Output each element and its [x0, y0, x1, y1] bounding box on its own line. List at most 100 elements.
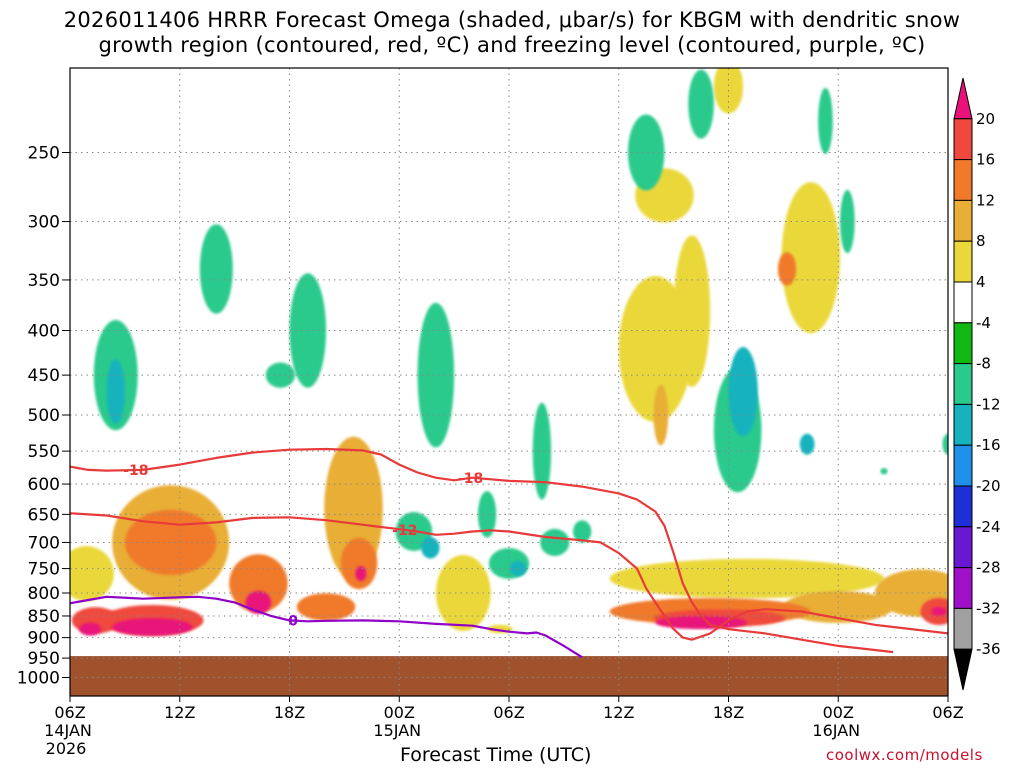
x-tick-label-12: 18Z: [274, 703, 305, 722]
omega-shading: [70, 68, 948, 636]
dgz-minus-18-label: -18: [123, 463, 148, 479]
omega-cell-5: [781, 182, 841, 334]
omega-cell-51: [728, 347, 758, 437]
colorbar-label-2: 12: [976, 191, 995, 209]
omega-cell-26: [245, 590, 272, 614]
colorbar: 20 16 12 8 4 -4 -8 -12 -16 -20 -24 -28 -32 -36: [953, 77, 1001, 691]
x-tick-label-42: 00Z: [823, 703, 854, 722]
omega-cell-42: [688, 69, 714, 139]
x-tick-date-42: 16JAN: [812, 721, 860, 740]
omega-cell-40: [573, 520, 592, 543]
colorbar-bin-12: [953, 567, 973, 609]
colorbar-label-0: 20: [976, 110, 995, 128]
omega-cell-38: [532, 402, 552, 500]
contour-lines: -18 -18 -12 0: [70, 447, 948, 659]
omega-cell-45: [840, 189, 855, 254]
colorbar-bin-5: [953, 281, 973, 324]
y-tick-label-500: 500: [28, 406, 60, 426]
colorbar-bin-10: [953, 485, 973, 528]
omega-cell-27: [355, 566, 367, 582]
x-tick-label-36: 18Z: [713, 703, 744, 722]
gridlines: [70, 68, 948, 696]
dgz-minus-18-label-2: -18: [458, 471, 483, 487]
omega-cell-52: [799, 433, 815, 455]
x-tick-label-6: 12Z: [164, 703, 195, 722]
omega-cell-0: [70, 546, 114, 602]
colorbar-cap-bottom: [953, 648, 973, 691]
omega-cell-18: [229, 554, 288, 613]
dgz-minus-12-line: [70, 512, 948, 641]
colorbar-bin-8: [953, 403, 973, 446]
x-tick-label-24: 06Z: [493, 703, 524, 722]
colorbar-bin-4: [953, 240, 973, 283]
x-tick-label-30: 12Z: [603, 703, 634, 722]
omega-cell-12: [783, 590, 894, 623]
omega-cell-29: [931, 606, 947, 617]
colorbar-cap-top: [953, 77, 973, 120]
omega-cell-28: [655, 616, 747, 630]
omega-cell-25: [112, 618, 193, 636]
y-tick-label-300: 300: [28, 213, 60, 233]
omega-cell-48: [106, 359, 125, 424]
colorbar-label-3: 8: [976, 232, 986, 250]
omega-cell-41: [627, 114, 665, 191]
omega-cell-1: [435, 555, 491, 632]
colorbar-label-12: -32: [976, 599, 1001, 617]
y-tick-label-250: 250: [28, 144, 60, 164]
colorbar-label-1: 16: [976, 151, 995, 169]
y-tick-label-950: 950: [28, 649, 60, 669]
omega-cell-37: [477, 491, 497, 538]
omega-cell-44: [818, 87, 833, 154]
x-tick-date-0: 14JAN: [44, 721, 92, 740]
y-tick-label-600: 600: [28, 475, 60, 495]
y-tick-label-550: 550: [28, 442, 60, 462]
x-tick-label-0: 06Z: [54, 703, 85, 722]
colorbar-label-13: -36: [976, 640, 1001, 658]
y-tick-label-850: 850: [28, 607, 60, 627]
y-tick-label-700: 700: [28, 533, 60, 553]
colorbar-label-4: 4: [976, 273, 986, 291]
colorbar-bin-7: [953, 363, 973, 405]
colorbar-bin-11: [953, 526, 973, 569]
freezing-level-0-label: 0: [288, 614, 298, 630]
omega-cell-19: [340, 537, 378, 590]
colorbar-bin-2: [953, 159, 973, 201]
x-tick-date-18: 15JAN: [373, 721, 421, 740]
y-tick-label-450: 450: [28, 366, 60, 386]
y-tick-label-750: 750: [28, 560, 60, 580]
omega-cell-47: [942, 433, 948, 455]
omega-cell-31: [199, 224, 233, 314]
y-tick-label-400: 400: [28, 322, 60, 342]
chart-title-line2: growth region (contoured, red, ºC) and f…: [98, 33, 926, 57]
colorbar-bin-13: [953, 607, 973, 650]
omega-cell-50: [509, 560, 527, 577]
x-axis-title: Forecast Time (UTC): [400, 744, 592, 766]
colorbar-label-10: -24: [976, 518, 1001, 536]
omega-cell-4: [673, 235, 711, 387]
omega-cell-46: [880, 467, 888, 475]
colorbar-label-5: -4: [976, 314, 991, 332]
omega-cell-49: [421, 537, 440, 559]
omega-cell-13: [874, 569, 948, 617]
y-tick-label-800: 800: [28, 584, 60, 604]
colorbar-bin-1: [953, 118, 973, 161]
y-tick-label-900: 900: [28, 629, 60, 649]
x-tick-label-18: 00Z: [384, 703, 415, 722]
colorbar-bin-3: [953, 199, 973, 242]
omega-cell-34: [417, 302, 455, 448]
dgz-minus-18-line: [70, 447, 894, 654]
y-tick-label-650: 650: [28, 505, 60, 525]
colorbar-label-7: -12: [976, 395, 1001, 413]
omega-cell-14: [296, 593, 356, 621]
omega-cell-24: [79, 622, 102, 636]
colorbar-bin-6: [953, 322, 973, 365]
x-tick-year-0: 2026: [46, 739, 87, 758]
omega-cell-3: [618, 275, 692, 423]
y-tick-label-350: 350: [28, 271, 60, 291]
colorbar-label-8: -16: [976, 436, 1001, 454]
colorbar-label-6: -8: [976, 355, 991, 373]
colorbar-bin-9: [953, 444, 973, 487]
chart-title-line1: 2026011406 HRRR Forecast Omega (shaded, …: [63, 8, 961, 32]
